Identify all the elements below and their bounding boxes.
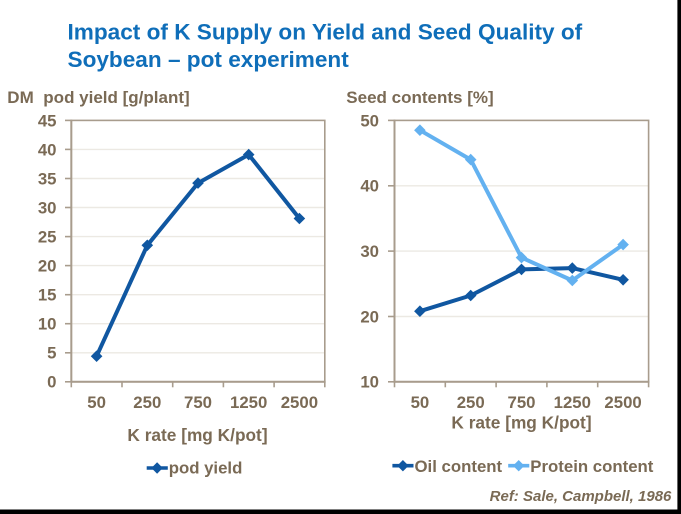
- svg-text:40: 40: [360, 177, 379, 196]
- svg-text:Seed contents [%]: Seed contents [%]: [346, 88, 493, 107]
- svg-text:DM: DM: [7, 88, 33, 107]
- svg-text:45: 45: [38, 111, 57, 130]
- svg-text:K rate [mg K/pot]: K rate [mg K/pot]: [127, 425, 267, 445]
- svg-text:Soybean – pot experiment: Soybean – pot experiment: [68, 47, 350, 72]
- svg-text:30: 30: [360, 242, 379, 261]
- svg-text:K rate [mg K/pot]: K rate [mg K/pot]: [451, 412, 591, 432]
- svg-text:750: 750: [508, 393, 536, 412]
- svg-text:2500: 2500: [604, 393, 641, 412]
- svg-text:Oil content: Oil content: [415, 457, 503, 476]
- svg-text:Protein content: Protein content: [530, 457, 653, 476]
- svg-text:10: 10: [38, 315, 57, 334]
- svg-text:50: 50: [411, 393, 430, 412]
- svg-text:250: 250: [133, 393, 161, 412]
- svg-text:50: 50: [360, 111, 379, 130]
- svg-text:25: 25: [38, 228, 57, 247]
- svg-text:20: 20: [38, 257, 57, 276]
- svg-text:250: 250: [457, 393, 485, 412]
- svg-text:750: 750: [184, 393, 212, 412]
- svg-text:1250: 1250: [554, 393, 591, 412]
- svg-text:10: 10: [360, 373, 379, 392]
- svg-text:40: 40: [38, 140, 57, 159]
- svg-text:35: 35: [38, 169, 57, 188]
- svg-text:50: 50: [87, 393, 106, 412]
- svg-text:0: 0: [47, 373, 56, 392]
- svg-text:1250: 1250: [230, 393, 267, 412]
- svg-text:2500: 2500: [281, 393, 318, 412]
- svg-text:Ref: Sale, Campbell, 1986: Ref: Sale, Campbell, 1986: [490, 488, 672, 505]
- svg-text:20: 20: [360, 307, 379, 326]
- svg-text:pod yield: pod yield: [169, 459, 243, 478]
- svg-text:pod yield [g/plant]: pod yield [g/plant]: [43, 88, 189, 107]
- svg-text:30: 30: [38, 198, 57, 217]
- svg-text:15: 15: [38, 286, 57, 305]
- svg-text:5: 5: [47, 344, 56, 363]
- svg-text:Impact of K Supply on Yield an: Impact of K Supply on Yield and Seed Qua…: [68, 20, 583, 45]
